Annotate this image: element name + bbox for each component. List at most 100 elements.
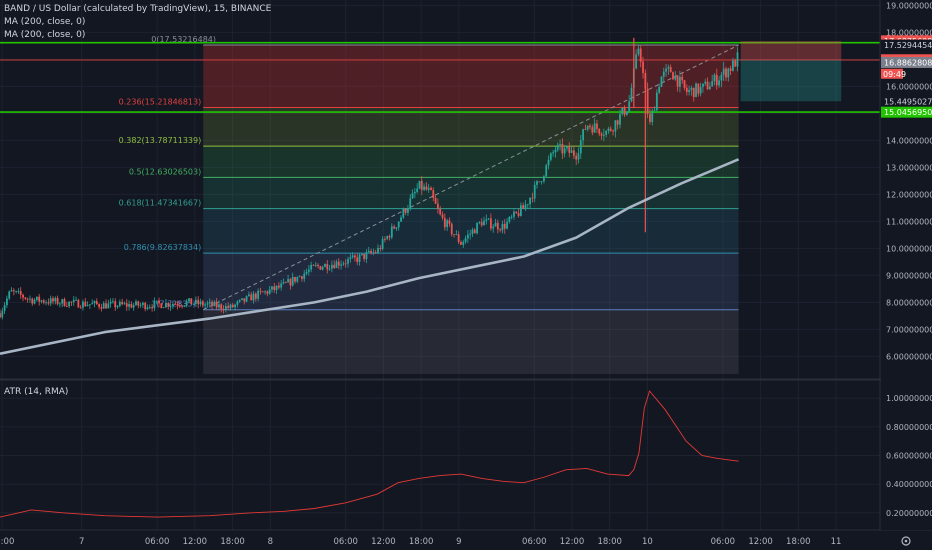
candle-body: [672, 72, 674, 80]
candle-body: [135, 301, 137, 306]
candle-body: [483, 220, 485, 226]
candle-body: [506, 221, 508, 229]
candle-body: [155, 300, 158, 302]
candle-body: [473, 229, 476, 234]
candle: [280, 280, 283, 291]
candle: [630, 83, 633, 103]
candle: [294, 276, 296, 284]
candle-body: [128, 303, 130, 307]
candle: [75, 296, 77, 302]
candle: [183, 305, 186, 308]
candle-body: [24, 297, 27, 299]
candle-body: [499, 229, 502, 231]
candle: [416, 183, 419, 194]
candle: [220, 303, 223, 313]
price-tag-bg: [881, 56, 932, 68]
candle: [485, 214, 488, 225]
candle-body: [266, 291, 269, 294]
candle: [204, 302, 207, 309]
candle: [70, 301, 73, 307]
candle-body: [674, 75, 677, 80]
candle-body: [584, 129, 587, 130]
candle: [642, 56, 644, 79]
candle: [593, 118, 596, 133]
candle: [61, 298, 64, 308]
candle-body: [88, 304, 91, 306]
candle-body: [63, 299, 66, 307]
candle: [317, 263, 319, 269]
candle: [151, 303, 154, 312]
candle-body: [137, 301, 140, 306]
candle-body: [725, 68, 727, 78]
candle: [404, 207, 407, 216]
candle-body: [326, 263, 329, 270]
candle: [679, 70, 681, 93]
candle: [591, 124, 594, 136]
candle-body: [340, 264, 343, 266]
candle-body: [211, 301, 213, 306]
candle-body: [174, 304, 177, 305]
candle-body: [379, 247, 382, 250]
candle: [38, 293, 41, 306]
candle: [725, 66, 727, 81]
candle: [77, 298, 80, 308]
candle: [312, 264, 315, 266]
candle: [508, 216, 511, 224]
candle: [559, 139, 561, 151]
candle-body: [566, 146, 568, 149]
candle: [326, 260, 329, 274]
x-tick-label: 06:00: [522, 537, 547, 547]
candle-body: [457, 234, 460, 242]
candle-body: [224, 306, 227, 311]
candle: [35, 296, 38, 302]
candle: [575, 152, 578, 166]
candle-body: [354, 255, 356, 258]
candle: [158, 297, 160, 308]
candle-body: [720, 74, 723, 81]
candle-body: [312, 264, 315, 266]
candle-body: [227, 306, 230, 308]
x-tick-label: 18:00: [220, 537, 245, 547]
candle: [464, 235, 467, 245]
price-tag-label: 15.04569502: [884, 108, 932, 117]
candle-body: [515, 211, 518, 214]
fib-level-label: 0.236(15.21846813): [119, 98, 202, 107]
candle: [561, 138, 564, 160]
candle: [427, 184, 430, 193]
candle-body: [324, 263, 326, 268]
candle: [379, 244, 382, 252]
candle: [33, 298, 36, 305]
candle: [531, 192, 534, 203]
candle: [185, 298, 188, 308]
candle: [607, 126, 610, 134]
candle-body: [116, 305, 119, 308]
candle-body: [238, 299, 241, 302]
candle-body: [508, 216, 511, 222]
candle-body: [141, 302, 144, 305]
candle-body: [231, 304, 234, 308]
candle-body: [146, 307, 149, 310]
candle-body: [549, 153, 552, 160]
candle-body: [123, 303, 126, 305]
candle-body: [33, 299, 36, 304]
ma-line: [0, 158, 740, 355]
candle: [423, 183, 425, 192]
candle: [395, 227, 398, 232]
candle: [529, 197, 531, 209]
candle-body: [427, 187, 430, 190]
candle-body: [360, 253, 363, 255]
candle-body: [22, 294, 24, 298]
atr-legend: ATR (14, RMA): [4, 387, 69, 397]
candle: [324, 263, 326, 268]
candle-body: [383, 239, 386, 240]
candle: [736, 47, 739, 72]
settings-gear-icon[interactable]: [901, 536, 911, 546]
y-tick-label: 7.00000000: [886, 325, 932, 334]
y-tick-label: 14.00000000: [886, 136, 932, 145]
candle-body: [42, 300, 45, 303]
candle: [333, 260, 336, 269]
candle-body: [487, 218, 490, 220]
candle: [171, 301, 174, 309]
candle: [720, 71, 723, 88]
